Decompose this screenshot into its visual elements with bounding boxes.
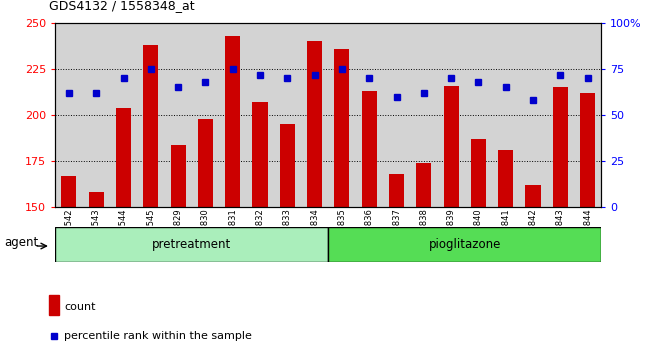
- Bar: [170, 144, 186, 207]
- Text: agent: agent: [5, 236, 38, 249]
- Text: pioglitazone: pioglitazone: [428, 238, 501, 251]
- Text: pretreatment: pretreatment: [152, 238, 231, 251]
- Bar: [198, 119, 213, 207]
- Bar: [61, 176, 77, 207]
- Text: percentile rank within the sample: percentile rank within the sample: [64, 331, 252, 342]
- Bar: [361, 91, 377, 207]
- Bar: [55, 227, 328, 262]
- Bar: [334, 49, 350, 207]
- Bar: [471, 139, 486, 207]
- Bar: [88, 192, 104, 207]
- Bar: [416, 163, 432, 207]
- Bar: [143, 45, 159, 207]
- Text: count: count: [64, 302, 96, 312]
- Bar: [525, 185, 541, 207]
- Bar: [252, 102, 268, 207]
- Bar: [116, 108, 131, 207]
- Bar: [580, 93, 595, 207]
- Bar: [49, 295, 58, 315]
- Bar: [280, 124, 295, 207]
- Bar: [328, 227, 601, 262]
- Bar: [443, 86, 459, 207]
- Bar: [307, 41, 322, 207]
- Bar: [225, 36, 240, 207]
- Bar: [552, 87, 568, 207]
- Bar: [389, 174, 404, 207]
- Bar: [498, 150, 514, 207]
- Text: GDS4132 / 1558348_at: GDS4132 / 1558348_at: [49, 0, 194, 12]
